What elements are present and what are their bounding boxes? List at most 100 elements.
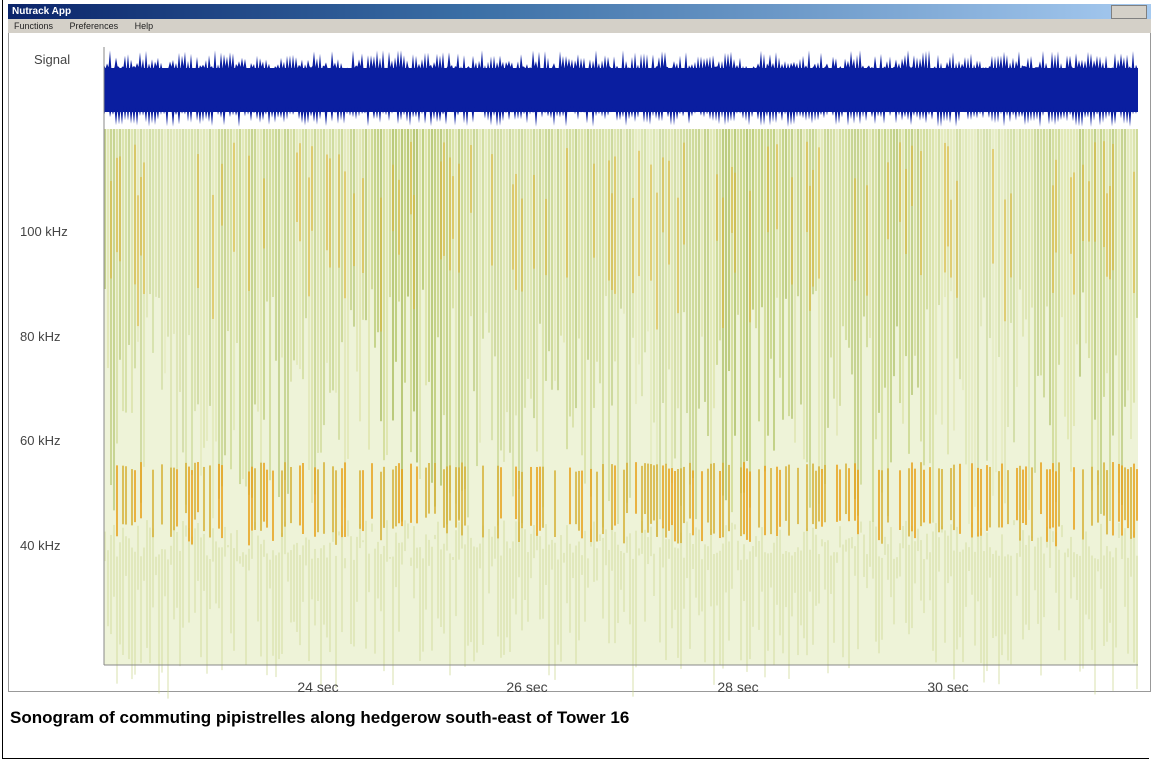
texture bbox=[155, 556, 157, 576]
texture bbox=[239, 556, 241, 564]
caption: Sonogram of commuting pipistrelles along… bbox=[10, 708, 630, 727]
texture bbox=[599, 129, 601, 384]
band bbox=[887, 162, 889, 240]
texture bbox=[629, 129, 631, 498]
texture bbox=[116, 129, 118, 444]
texture bbox=[929, 552, 931, 601]
texture bbox=[482, 129, 484, 339]
texture bbox=[368, 553, 370, 593]
band bbox=[539, 466, 541, 531]
texture bbox=[608, 129, 610, 502]
texture bbox=[761, 129, 763, 308]
band bbox=[731, 166, 733, 233]
texture bbox=[974, 551, 976, 646]
texture bbox=[341, 129, 343, 343]
texture bbox=[800, 129, 802, 405]
menu-item[interactable]: Help bbox=[134, 21, 154, 31]
band bbox=[233, 142, 235, 252]
texture bbox=[962, 549, 964, 663]
texture bbox=[494, 129, 496, 357]
texture bbox=[116, 556, 118, 684]
texture bbox=[590, 129, 592, 497]
texture bbox=[455, 129, 457, 504]
band bbox=[140, 462, 142, 519]
texture bbox=[848, 538, 850, 669]
texture bbox=[722, 543, 724, 669]
band bbox=[140, 177, 142, 256]
band bbox=[590, 468, 592, 543]
texture bbox=[137, 525, 139, 590]
band bbox=[791, 177, 793, 285]
texture bbox=[407, 129, 409, 297]
texture bbox=[476, 129, 478, 467]
texture bbox=[989, 129, 991, 339]
texture bbox=[503, 520, 505, 655]
menu-item[interactable]: Preferences bbox=[69, 21, 119, 31]
band bbox=[188, 466, 190, 542]
texture bbox=[719, 550, 721, 665]
band bbox=[392, 469, 394, 529]
texture bbox=[521, 129, 523, 524]
texture bbox=[815, 129, 817, 291]
band bbox=[878, 469, 880, 541]
texture bbox=[392, 129, 394, 421]
texture bbox=[158, 129, 160, 298]
texture bbox=[494, 526, 496, 559]
texture bbox=[296, 542, 298, 632]
texture bbox=[317, 129, 319, 453]
texture bbox=[1103, 129, 1105, 397]
texture bbox=[500, 129, 502, 451]
texture bbox=[1094, 129, 1096, 420]
texture bbox=[395, 129, 397, 362]
menu-item[interactable]: Functions bbox=[14, 21, 54, 31]
texture bbox=[1040, 536, 1042, 676]
wave-body bbox=[104, 68, 1138, 112]
texture bbox=[188, 528, 190, 623]
window-buttons[interactable] bbox=[1111, 5, 1147, 19]
band bbox=[923, 469, 925, 523]
band bbox=[1016, 467, 1018, 521]
texture bbox=[899, 129, 901, 404]
texture bbox=[515, 521, 517, 615]
texture bbox=[416, 547, 418, 569]
band bbox=[626, 462, 628, 514]
texture bbox=[1055, 129, 1057, 503]
band bbox=[401, 469, 403, 527]
texture bbox=[620, 129, 622, 309]
texture bbox=[797, 547, 799, 656]
band bbox=[131, 469, 133, 526]
band bbox=[452, 176, 454, 239]
texture bbox=[386, 129, 388, 456]
band bbox=[1091, 466, 1093, 526]
texture bbox=[152, 129, 154, 353]
texture bbox=[881, 129, 883, 493]
texture bbox=[923, 129, 925, 466]
texture bbox=[239, 129, 241, 485]
band bbox=[1106, 470, 1108, 535]
texture bbox=[803, 129, 805, 460]
texture bbox=[317, 558, 319, 601]
band bbox=[152, 469, 154, 538]
texture bbox=[788, 129, 790, 417]
band bbox=[554, 470, 556, 538]
band bbox=[914, 468, 916, 539]
texture bbox=[557, 559, 559, 645]
texture bbox=[305, 537, 307, 566]
band bbox=[956, 180, 958, 298]
texture bbox=[422, 558, 424, 652]
texture bbox=[662, 129, 664, 403]
texture bbox=[449, 129, 451, 493]
texture bbox=[551, 129, 553, 390]
band bbox=[443, 469, 445, 528]
texture bbox=[539, 129, 541, 324]
texture bbox=[758, 129, 760, 422]
texture bbox=[728, 541, 730, 641]
band bbox=[1055, 159, 1057, 253]
band bbox=[908, 468, 910, 537]
texture bbox=[920, 540, 922, 601]
texture bbox=[545, 524, 547, 586]
texture bbox=[401, 542, 403, 565]
texture bbox=[608, 549, 610, 644]
texture bbox=[731, 522, 733, 589]
band bbox=[209, 465, 211, 538]
